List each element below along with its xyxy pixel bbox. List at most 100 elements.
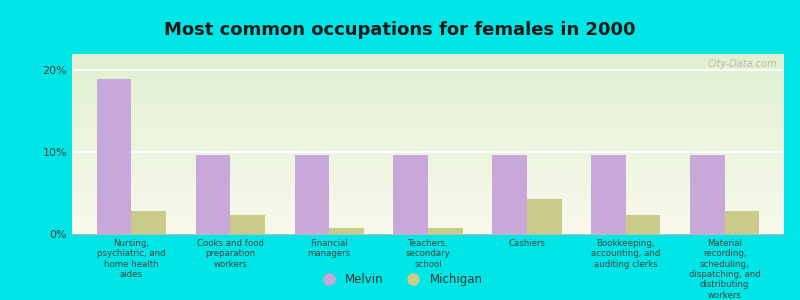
- Bar: [72, 212, 784, 214]
- Bar: [72, 92, 784, 94]
- Bar: [72, 158, 784, 160]
- Bar: [72, 137, 784, 139]
- Bar: [690, 154, 725, 234]
- Bar: [72, 135, 784, 137]
- Bar: [72, 81, 784, 83]
- Bar: [72, 128, 784, 130]
- Bar: [72, 211, 784, 212]
- Bar: [72, 178, 784, 180]
- Bar: [72, 88, 784, 90]
- Bar: [72, 94, 784, 95]
- Bar: [72, 223, 784, 225]
- Bar: [72, 157, 784, 158]
- Bar: [72, 144, 784, 146]
- Bar: [72, 180, 784, 182]
- Bar: [72, 220, 784, 221]
- Bar: [72, 189, 784, 191]
- Bar: [72, 83, 784, 85]
- Bar: [72, 85, 784, 86]
- Bar: [72, 162, 784, 164]
- Bar: [72, 76, 784, 77]
- Bar: [72, 54, 784, 56]
- Bar: [72, 193, 784, 194]
- Bar: [72, 68, 784, 70]
- Bar: [72, 115, 784, 117]
- Bar: [72, 182, 784, 184]
- Bar: [72, 122, 784, 124]
- Bar: [72, 56, 784, 58]
- Bar: [72, 148, 784, 149]
- Bar: [72, 232, 784, 234]
- Bar: [72, 229, 784, 230]
- Bar: [72, 67, 784, 68]
- Bar: [72, 72, 784, 74]
- Bar: [72, 194, 784, 196]
- Bar: [725, 211, 759, 234]
- Bar: [72, 203, 784, 205]
- Bar: [72, 106, 784, 108]
- Bar: [72, 86, 784, 88]
- Bar: [72, 133, 784, 135]
- Bar: [72, 167, 784, 169]
- Bar: [72, 175, 784, 176]
- Bar: [72, 200, 784, 202]
- Bar: [72, 196, 784, 198]
- Bar: [72, 65, 784, 67]
- Bar: [72, 205, 784, 207]
- Bar: [72, 230, 784, 232]
- Bar: [72, 104, 784, 106]
- Bar: [196, 154, 230, 234]
- Bar: [72, 63, 784, 65]
- Bar: [72, 110, 784, 112]
- Bar: [72, 103, 784, 104]
- Text: City-Data.com: City-Data.com: [707, 59, 777, 69]
- Bar: [72, 151, 784, 153]
- Bar: [72, 124, 784, 126]
- Bar: [72, 164, 784, 166]
- Bar: [72, 59, 784, 61]
- Bar: [72, 221, 784, 223]
- Bar: [72, 166, 784, 167]
- Bar: [72, 101, 784, 103]
- Bar: [72, 77, 784, 79]
- Bar: [131, 211, 166, 234]
- Bar: [72, 121, 784, 122]
- Bar: [591, 154, 626, 234]
- Bar: [72, 191, 784, 193]
- Bar: [428, 228, 462, 234]
- Bar: [72, 108, 784, 110]
- Bar: [72, 184, 784, 185]
- Legend: Melvin, Michigan: Melvin, Michigan: [312, 269, 488, 291]
- Bar: [72, 139, 784, 140]
- Bar: [626, 215, 660, 234]
- Bar: [230, 215, 265, 234]
- Bar: [72, 112, 784, 113]
- Bar: [72, 61, 784, 63]
- Bar: [72, 117, 784, 119]
- Bar: [72, 142, 784, 144]
- Bar: [72, 131, 784, 133]
- Bar: [294, 154, 329, 234]
- Bar: [72, 74, 784, 76]
- Bar: [72, 130, 784, 131]
- Bar: [72, 227, 784, 229]
- Bar: [72, 185, 784, 187]
- Bar: [527, 199, 562, 234]
- Bar: [97, 79, 131, 234]
- Bar: [72, 95, 784, 97]
- Bar: [394, 154, 428, 234]
- Bar: [72, 113, 784, 115]
- Bar: [72, 79, 784, 81]
- Bar: [72, 119, 784, 121]
- Bar: [72, 209, 784, 211]
- Bar: [72, 216, 784, 218]
- Bar: [329, 228, 364, 234]
- Bar: [72, 70, 784, 72]
- Bar: [72, 214, 784, 216]
- Bar: [72, 176, 784, 178]
- Bar: [72, 126, 784, 128]
- Bar: [72, 218, 784, 220]
- Bar: [72, 171, 784, 173]
- Bar: [72, 90, 784, 92]
- Bar: [72, 146, 784, 148]
